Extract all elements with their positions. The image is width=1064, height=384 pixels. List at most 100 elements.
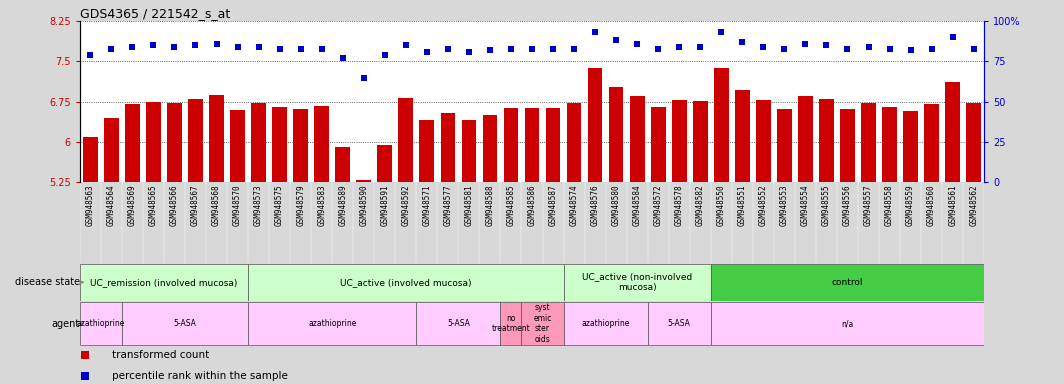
Bar xyxy=(651,107,666,182)
Text: GSM948550: GSM948550 xyxy=(717,185,726,227)
Text: GSM948569: GSM948569 xyxy=(128,185,137,227)
Text: GSM948586: GSM948586 xyxy=(528,185,536,227)
Bar xyxy=(80,264,248,301)
Point xyxy=(797,41,814,47)
Point xyxy=(397,42,414,48)
Bar xyxy=(609,87,624,182)
Text: GSM948558: GSM948558 xyxy=(885,185,894,227)
Text: GSM948556: GSM948556 xyxy=(843,185,852,227)
Text: GSM948576: GSM948576 xyxy=(591,185,600,227)
Bar xyxy=(188,99,203,182)
Point xyxy=(692,44,709,50)
Text: GSM948559: GSM948559 xyxy=(907,185,915,227)
Text: GSM948552: GSM948552 xyxy=(759,185,768,227)
Text: GSM948566: GSM948566 xyxy=(170,185,179,227)
Bar xyxy=(567,103,581,182)
Text: GSM948571: GSM948571 xyxy=(422,185,431,227)
Point xyxy=(754,44,771,50)
Bar xyxy=(693,101,708,182)
Text: GSM948572: GSM948572 xyxy=(653,185,663,227)
Bar xyxy=(777,109,792,182)
Text: GSM948560: GSM948560 xyxy=(927,185,936,227)
Text: agent: agent xyxy=(51,318,80,329)
Bar xyxy=(564,264,711,301)
Bar xyxy=(757,100,770,182)
Point xyxy=(313,45,330,51)
Text: azathioprine: azathioprine xyxy=(77,319,126,328)
Bar xyxy=(294,109,307,182)
Bar xyxy=(546,108,561,182)
Bar xyxy=(210,95,223,182)
Text: GSM948587: GSM948587 xyxy=(549,185,558,227)
Text: no
treatment: no treatment xyxy=(492,314,530,333)
Bar xyxy=(335,147,350,182)
Point xyxy=(670,44,687,50)
Bar xyxy=(861,103,876,182)
Bar xyxy=(671,100,686,182)
Text: GSM948588: GSM948588 xyxy=(485,185,495,227)
Text: GDS4365 / 221542_s_at: GDS4365 / 221542_s_at xyxy=(80,7,230,20)
Point xyxy=(776,45,793,51)
Point xyxy=(608,37,625,43)
Text: GSM948553: GSM948553 xyxy=(780,185,788,227)
Point xyxy=(502,45,519,51)
Bar xyxy=(882,107,897,182)
Text: GSM948580: GSM948580 xyxy=(612,185,620,227)
Text: GSM948579: GSM948579 xyxy=(296,185,305,227)
Text: GSM948564: GSM948564 xyxy=(106,185,116,227)
Bar xyxy=(248,264,564,301)
Point xyxy=(377,52,394,58)
Point xyxy=(523,45,541,51)
Text: GSM948581: GSM948581 xyxy=(464,185,473,227)
Text: GSM948555: GSM948555 xyxy=(822,185,831,227)
Bar xyxy=(378,145,393,182)
Text: GSM948551: GSM948551 xyxy=(737,185,747,227)
Point xyxy=(924,45,941,51)
Text: UC_remission (involved mucosa): UC_remission (involved mucosa) xyxy=(90,278,237,287)
Point xyxy=(839,45,857,51)
Point xyxy=(103,45,120,51)
Bar xyxy=(711,264,984,301)
Text: syst
emic
ster
oids: syst emic ster oids xyxy=(533,303,552,344)
Bar xyxy=(525,108,539,182)
Bar xyxy=(146,102,161,182)
Bar xyxy=(440,113,455,182)
Text: GSM948591: GSM948591 xyxy=(380,185,389,227)
Point xyxy=(566,45,583,51)
Bar xyxy=(462,119,477,182)
Text: GSM948577: GSM948577 xyxy=(444,185,452,227)
Text: GSM948568: GSM948568 xyxy=(212,185,221,227)
Bar xyxy=(903,111,918,182)
Bar xyxy=(564,302,648,345)
Bar xyxy=(587,68,602,182)
Bar xyxy=(503,108,518,182)
Text: GSM948562: GSM948562 xyxy=(969,185,978,227)
Bar xyxy=(104,118,119,182)
Point xyxy=(355,74,372,81)
Bar xyxy=(798,96,813,182)
Point xyxy=(166,44,183,50)
Bar xyxy=(841,109,854,182)
Point xyxy=(250,44,267,50)
Text: 5-ASA: 5-ASA xyxy=(173,319,197,328)
Text: GSM948589: GSM948589 xyxy=(338,185,347,227)
Bar xyxy=(419,119,434,182)
Bar xyxy=(648,302,711,345)
Point xyxy=(944,34,961,40)
Bar xyxy=(925,104,938,182)
Text: azathioprine: azathioprine xyxy=(307,319,356,328)
Point xyxy=(334,55,351,61)
Point xyxy=(271,45,288,51)
Bar xyxy=(966,103,981,182)
Text: azathioprine: azathioprine xyxy=(581,319,630,328)
Point xyxy=(293,45,310,51)
Point xyxy=(207,41,225,47)
Point xyxy=(481,47,498,53)
Bar xyxy=(122,302,248,345)
Text: 5-ASA: 5-ASA xyxy=(447,319,470,328)
Point xyxy=(145,42,162,48)
Point xyxy=(881,45,898,51)
Point xyxy=(461,49,478,55)
Point xyxy=(650,45,667,51)
Text: GSM948565: GSM948565 xyxy=(149,185,157,227)
